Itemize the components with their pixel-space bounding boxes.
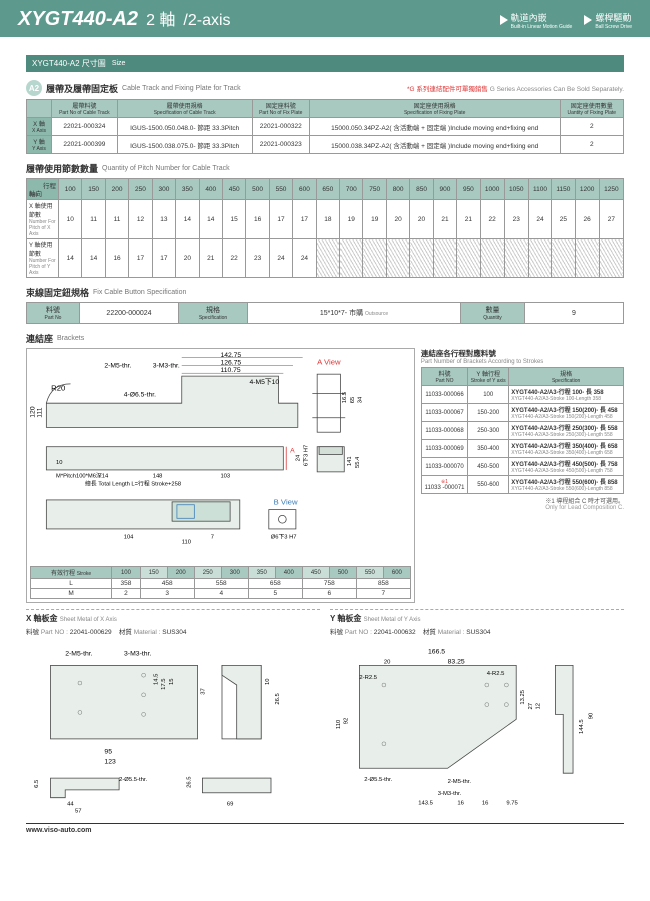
footer-url: www.viso-auto.com xyxy=(26,823,624,834)
sheet-y: Y 軸板金 Sheet Metal of Y Axis 料號 Part NO :… xyxy=(330,609,624,814)
svg-text:3-M3-thr.: 3-M3-thr. xyxy=(124,651,151,658)
svg-text:12: 12 xyxy=(536,703,542,710)
axis-en: /2-axis xyxy=(183,12,230,30)
svg-text:110: 110 xyxy=(182,539,191,545)
svg-text:4-M5下10: 4-M5下10 xyxy=(249,378,279,386)
svg-text:142.75: 142.75 xyxy=(220,352,241,359)
feature-guide: 軌道內嵌Built-in Linear Motion Guide xyxy=(500,11,573,30)
sheet-x: X 軸板金 Sheet Metal of X Axis 料號 Part NO :… xyxy=(26,609,320,814)
svg-text:83.25: 83.25 xyxy=(448,659,465,666)
svg-text:6下3 H7: 6下3 H7 xyxy=(302,445,309,466)
cable-row-x: X 軸X Axis 22021-000324 IGUS-1500.050.048… xyxy=(27,118,624,136)
svg-text:2-M5-thr.: 2-M5-thr. xyxy=(104,362,131,369)
brackets-part-table: 料號Part NOY 軸行程Stroke of Y axis規格Specific… xyxy=(421,367,624,494)
svg-text:B View: B View xyxy=(274,498,298,507)
svg-text:4-Ø6.5-thr.: 4-Ø6.5-thr. xyxy=(124,391,156,398)
svg-text:M*Pitch100*M6深14: M*Pitch100*M6深14 xyxy=(56,472,109,480)
svg-text:7: 7 xyxy=(211,535,214,541)
svg-text:A View: A View xyxy=(317,358,341,367)
cable-track-table: 履帶料號Part No of Cable Track 履帶使用規格Specifi… xyxy=(26,99,624,154)
svg-text:2-M5-thr.: 2-M5-thr. xyxy=(65,651,92,658)
svg-text:26.5: 26.5 xyxy=(275,693,281,705)
svg-text:110.75: 110.75 xyxy=(220,367,240,374)
svg-text:總長 Total Length L=行程 Stroke+25: 總長 Total Length L=行程 Stroke+258 xyxy=(85,479,181,487)
svg-text:123: 123 xyxy=(104,759,116,766)
axis-zh: 2 軸 xyxy=(146,6,175,30)
svg-text:10: 10 xyxy=(265,678,271,685)
svg-text:20: 20 xyxy=(384,660,391,666)
svg-text:95: 95 xyxy=(104,749,112,756)
sheet-x-drawing: 2-M5-thr. 3-M3-thr. 37 14.5 17.5 15 95 1… xyxy=(26,636,320,812)
pitch-title: 履帶使用節數數量 xyxy=(26,162,98,175)
svg-text:148: 148 xyxy=(153,474,163,480)
svg-text:16: 16 xyxy=(482,801,489,807)
svg-text:4-R2.5: 4-R2.5 xyxy=(487,672,505,678)
svg-text:141: 141 xyxy=(347,456,353,466)
page-header: XYGT440-A2 2 軸 /2-axis 軌道內嵌Built-in Line… xyxy=(0,0,650,37)
svg-text:2-Ø5.5-thr.: 2-Ø5.5-thr. xyxy=(364,778,392,784)
sheet-y-drawing: 166.5 83.25 20 2-R2.5 92 110 2-Ø5.5-thr.… xyxy=(330,636,624,812)
svg-text:Ø6下3 H7: Ø6下3 H7 xyxy=(271,534,297,541)
pitch-table: 行程軸向Axis10015020025030035040045050055060… xyxy=(26,178,624,278)
svg-text:3-M3-thr.: 3-M3-thr. xyxy=(153,362,180,369)
svg-text:126.75: 126.75 xyxy=(220,360,241,367)
svg-text:17.5: 17.5 xyxy=(161,678,167,690)
svg-text:2-Ø5.5-thr.: 2-Ø5.5-thr. xyxy=(119,778,147,784)
model: XYGT440-A2 xyxy=(18,8,138,31)
cable-row-y: Y 軸Y Axis 22021-000399 IGUS-1500.038.075… xyxy=(27,136,624,154)
brackets-right-title: 連結座各行程對應料號 xyxy=(421,348,624,359)
svg-text:6.5: 6.5 xyxy=(34,779,40,788)
svg-text:144.5: 144.5 xyxy=(579,719,585,734)
svg-text:44: 44 xyxy=(67,802,74,808)
feature-ballscrew: 螺桿驅動Ball Screw Drive xyxy=(584,11,632,30)
svg-text:27: 27 xyxy=(528,703,534,710)
svg-text:110: 110 xyxy=(336,719,342,729)
svg-text:55.4: 55.4 xyxy=(355,456,361,468)
brackets-title: 連結座 xyxy=(26,332,53,345)
svg-text:16.5: 16.5 xyxy=(342,392,348,403)
svg-text:10: 10 xyxy=(56,460,62,466)
svg-text:104: 104 xyxy=(124,535,134,541)
fixbtn-title: 束線固定鈕規格 xyxy=(26,286,89,299)
cable-title: 履帶及履帶固定板 xyxy=(46,82,118,95)
svg-text:A: A xyxy=(290,448,295,455)
brackets-drawing: R20 142.75 126.75 110.75 2-M5-thr. 3-M3-… xyxy=(26,348,415,603)
fix-btn-table: 料號 Part No 22200-000024 規格 Specification… xyxy=(26,302,624,324)
svg-text:13.25: 13.25 xyxy=(520,690,526,705)
badge-a2: A2 xyxy=(26,80,42,96)
svg-text:3-M3-thr.: 3-M3-thr. xyxy=(438,791,462,797)
svg-text:92: 92 xyxy=(344,718,350,725)
svg-text:15: 15 xyxy=(169,678,175,685)
svg-text:24: 24 xyxy=(296,454,302,461)
svg-text:37: 37 xyxy=(200,689,206,696)
svg-text:166.5: 166.5 xyxy=(428,649,445,656)
stroke-table: 有效行程 Stroke10015020025030035040045050055… xyxy=(30,566,411,599)
svg-text:111: 111 xyxy=(37,407,44,418)
svg-text:2-M5-thr.: 2-M5-thr. xyxy=(448,779,472,785)
svg-text:26.5: 26.5 xyxy=(187,776,193,788)
svg-text:69: 69 xyxy=(227,802,234,808)
svg-text:9.75: 9.75 xyxy=(506,801,518,807)
svg-text:R20: R20 xyxy=(51,384,65,393)
svg-text:2-R2.5: 2-R2.5 xyxy=(359,676,377,682)
svg-text:57: 57 xyxy=(75,809,82,813)
size-bar: XYGT440-A2 尺寸圖Size xyxy=(26,55,624,72)
svg-text:90: 90 xyxy=(589,713,595,720)
svg-text:34: 34 xyxy=(358,396,364,403)
svg-text:143.5: 143.5 xyxy=(418,801,433,807)
svg-text:103: 103 xyxy=(220,474,230,480)
svg-text:65: 65 xyxy=(350,397,356,403)
svg-text:16: 16 xyxy=(457,801,464,807)
svg-text:14.5: 14.5 xyxy=(153,673,159,685)
